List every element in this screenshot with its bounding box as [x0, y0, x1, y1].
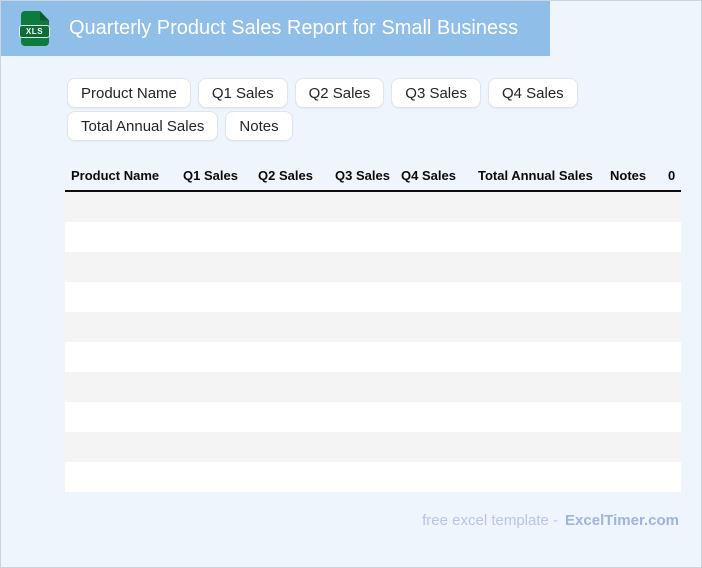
column-header-q3-sales: Q3 Sales [335, 168, 390, 183]
field-chip-total-annual-sales[interactable]: Total Annual Sales [67, 111, 219, 141]
column-header-q2-sales: Q2 Sales [258, 168, 313, 183]
column-header-0: 0 [668, 168, 676, 183]
footer-caption: free excel template - [422, 512, 559, 529]
table-row [65, 312, 681, 342]
xls-badge-label: XLS [19, 25, 50, 38]
column-header-q1-sales: Q1 Sales [183, 168, 238, 183]
preview-table: Product Name Q1 Sales Q2 Sales Q3 Sales Q4 S… [65, 161, 681, 492]
table-body [65, 192, 681, 492]
exceltimer-link[interactable]: ExcelTimer.com [565, 512, 679, 529]
table-row [65, 192, 681, 222]
table-row [65, 372, 681, 402]
header-bar: XLS Quarterly Product Sales Report for S… [1, 1, 550, 56]
table-row [65, 432, 681, 462]
field-chip-q1-sales[interactable]: Q1 Sales [197, 78, 288, 108]
table-row [65, 462, 681, 492]
column-header-product-name: Product Name [71, 168, 160, 183]
footer: free excel template - ExcelTimer.com [422, 512, 679, 529]
field-chip-q4-sales[interactable]: Q4 Sales [487, 78, 578, 108]
field-chip-list: Product Name Q1 Sales Q2 Sales Q3 Sales Q4 S… [67, 78, 681, 141]
field-chip-notes[interactable]: Notes [225, 111, 293, 141]
field-chip-q3-sales[interactable]: Q3 Sales [391, 78, 481, 108]
xls-file-fold [40, 11, 49, 21]
table-row [65, 252, 681, 282]
column-header-notes: Notes [610, 168, 647, 183]
page-title: Quarterly Product Sales Report for Small… [69, 17, 519, 39]
column-header-total-annual-sales: Total Annual Sales [478, 168, 593, 183]
column-header-q4-sales: Q4 Sales [401, 168, 456, 183]
table-row [65, 342, 681, 372]
table-row [65, 402, 681, 432]
table-row [65, 222, 681, 252]
field-chip-product-name[interactable]: Product Name [67, 78, 191, 108]
field-chip-q2-sales[interactable]: Q2 Sales [294, 78, 385, 108]
table-header-row: Product Name Q1 Sales Q2 Sales Q3 Sales Q4 S… [65, 161, 681, 192]
xls-file-icon: XLS [19, 11, 50, 46]
table-row [65, 282, 681, 312]
